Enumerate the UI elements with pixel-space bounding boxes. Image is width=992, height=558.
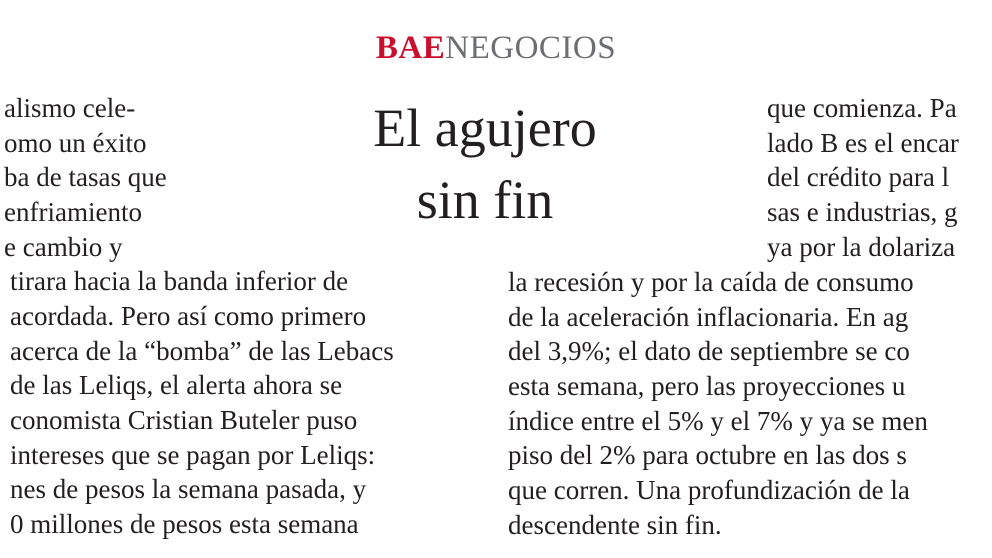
body-text-line: acerca de la “bomba” de las Lebacs [10,335,394,366]
body-text-line: índice entre el 5% y el 7% y ya se men [508,405,928,436]
body-text-line: sas e industrias, g [767,197,958,227]
body-text-line: que comienza. Pa [767,93,957,123]
body-text-line: que corren. Una profundización de la [508,475,910,506]
body-text-line: piso del 2% para octubre en las dos s [508,440,907,471]
body-text-line: 0 millones de pesos esta semana [10,509,359,540]
body-text-line: lado B es el encar [767,127,959,158]
body-text-line: de la aceleración inflacionaria. En ag [508,301,909,332]
body-text-line: de las Leliqs, el alerta ahora se [10,370,343,401]
body-text-line: omo un éxito [4,127,147,158]
body-text-line: del crédito para l [767,162,950,193]
body-text-line: enfriamiento [4,197,142,227]
body-text-line: la recesión y por la caída de consumo [508,267,914,297]
body-text-line: del 3,9%; el dato de septiembre se co [508,336,910,367]
body-text-line: esta semana, pero las proyecciones u [508,371,906,401]
body-text-line: ya por la dolariza [767,231,956,262]
section-name: NEGOCIOS [445,30,617,66]
headline: sin fin [416,170,554,230]
body-text-line: e cambio y [4,231,123,262]
masthead: BAENEGOCIOS [0,30,992,67]
brand: BAE [375,30,446,66]
headline: El agujero [373,98,597,158]
body-text-line: descendente sin fin. [508,509,722,540]
body-text-line: conomista Cristian Buteler puso [10,405,358,436]
body-text-line: intereses que se pagan por Leliqs: [10,439,376,470]
body-text-line: nes de pesos la semana pasada, y [10,474,367,505]
body-text-line: acordada. Pero así como primero [10,301,367,332]
body-text-line: alismo cele- [4,93,136,123]
body-text-line: ba de tasas que [4,162,167,193]
body-text-line: tirara hacia la banda inferior de [10,266,349,297]
